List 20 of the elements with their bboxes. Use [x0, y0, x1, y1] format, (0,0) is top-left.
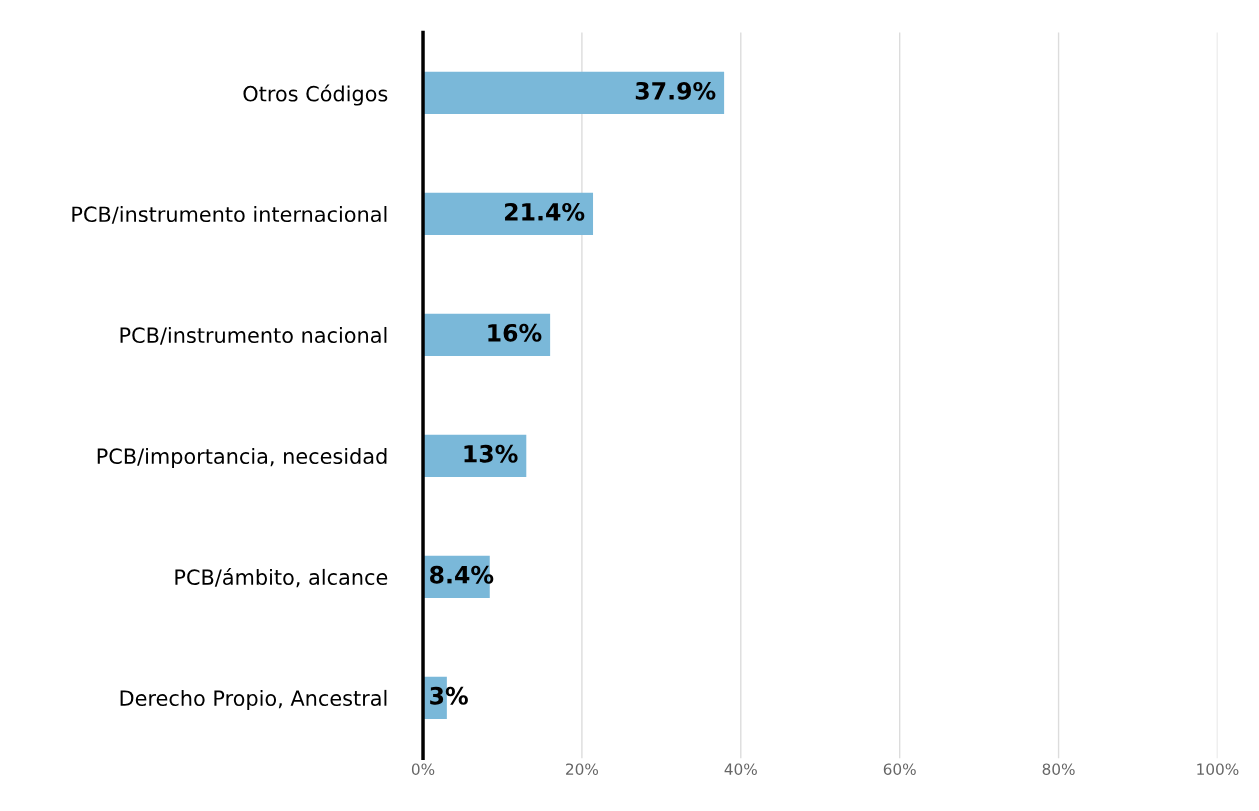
- x-tick-label: 80%: [1042, 763, 1075, 775]
- bar: [423, 192, 594, 236]
- x-tick-label: 20%: [566, 763, 599, 775]
- y-tick-label: PCB/instrumento nacional: [120, 326, 387, 345]
- bar: [423, 313, 551, 357]
- data-label: 21.4%: [505, 202, 585, 221]
- data-label: 13%: [464, 444, 518, 463]
- x-tick-label: 60%: [883, 763, 916, 775]
- y-tick-label: Derecho Propio, Ancestral: [120, 689, 387, 711]
- y-tick-label: PCB/ámbito, alcance: [175, 568, 388, 588]
- data-label: 37.9%: [635, 81, 716, 100]
- y-tick-label: Otros Códigos: [243, 84, 388, 106]
- x-tick-label: 0%: [411, 763, 435, 775]
- data-label: 16%: [488, 323, 542, 342]
- x-tick-label: 40%: [724, 763, 757, 775]
- bar: [423, 71, 725, 115]
- y-tick-label: PCB/instrumento internacional: [72, 205, 387, 224]
- data-label: 3%: [430, 686, 468, 705]
- y-tick-label: PCB/importancia, necesidad: [97, 447, 387, 469]
- x-tick-label: 100%: [1197, 763, 1239, 775]
